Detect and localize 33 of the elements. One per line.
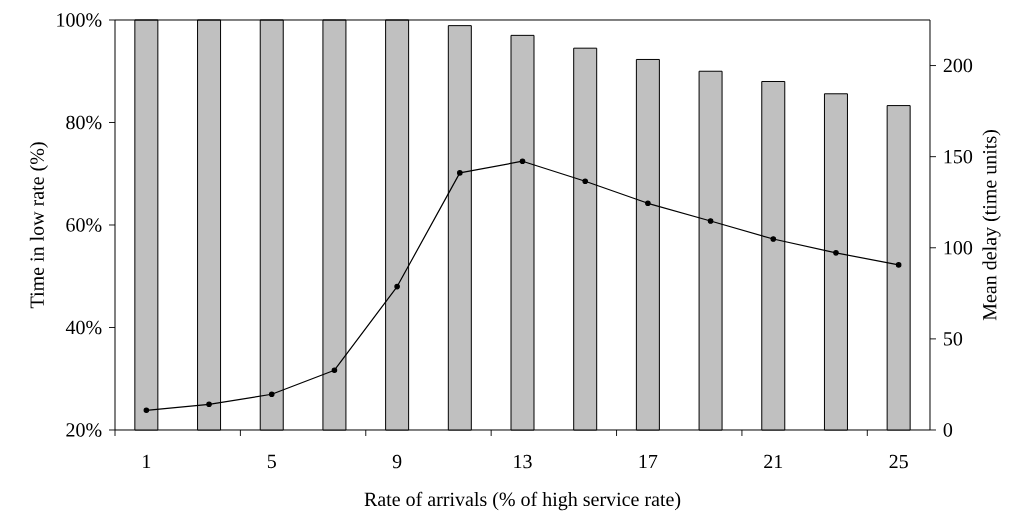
y-tick-label: 60% — [66, 218, 102, 232]
point — [582, 178, 588, 185]
x-tick-label: 17 — [639, 454, 658, 469]
point — [143, 407, 150, 414]
point — [770, 236, 777, 242]
x-tick-label: 25 — [889, 454, 908, 469]
y-tick-label: 40% — [65, 320, 102, 335]
point — [268, 391, 275, 398]
point — [519, 158, 526, 165]
x-tick-label: 1 — [143, 454, 151, 469]
x-tick-label: 5 — [267, 454, 276, 469]
y2-tick-label: 150 — [944, 149, 973, 164]
point — [895, 262, 902, 268]
y2-tick-label: 200 — [943, 58, 973, 73]
y-tick-label: 100% — [57, 13, 102, 27]
point — [331, 367, 338, 374]
point — [707, 218, 714, 224]
point — [645, 200, 651, 207]
x-tick-label: 9 — [392, 454, 402, 469]
x-tick-label: 21 — [764, 454, 783, 469]
y-axis-title: Time in low rate (%) — [29, 142, 48, 309]
y2-tick-label: 50 — [944, 332, 963, 346]
x-axis-title: Rate of arrivals (% of high service rate) — [364, 491, 681, 511]
point — [833, 250, 839, 256]
point — [206, 401, 212, 408]
y2-tick-label: 100 — [944, 241, 973, 255]
y-tick-label: 80% — [66, 115, 102, 130]
x-tick-label: 13 — [514, 454, 532, 469]
y-tick-label: 20% — [66, 423, 102, 437]
point — [457, 170, 463, 176]
point — [394, 283, 400, 290]
y2-tick-label: 0 — [943, 423, 953, 437]
y2-axis-title: Mean delay (time units) — [982, 130, 1001, 321]
